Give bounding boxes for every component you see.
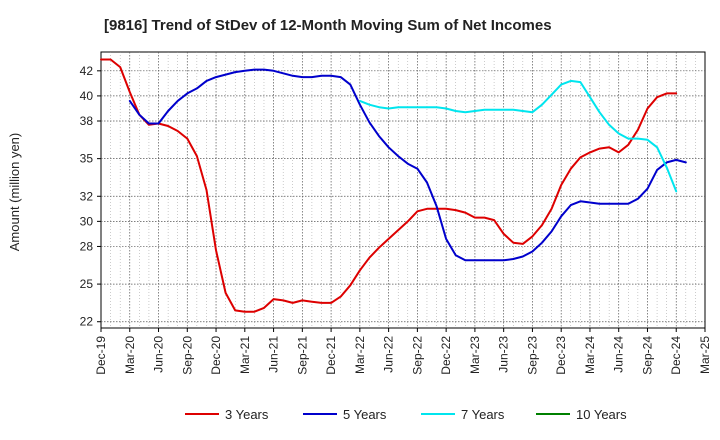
legend: 3 Years 5 Years 7 Years 10 Years <box>185 407 627 422</box>
y-tick-label: 22 <box>80 315 94 329</box>
legend-label-3-years: 3 Years <box>225 407 269 422</box>
y-tick-label: 28 <box>80 239 94 253</box>
x-tick-label: Mar-24 <box>583 336 597 374</box>
x-tick-label: Mar-25 <box>698 336 712 374</box>
x-tick-label: Mar-22 <box>353 336 367 374</box>
legend-label-5-years: 5 Years <box>343 407 387 422</box>
y-tick-label: 35 <box>80 152 94 166</box>
series-line-3-years <box>100 58 678 313</box>
y-tick-label: 30 <box>80 214 94 228</box>
y-tick-label: 25 <box>80 277 94 291</box>
series-line-5-years <box>128 68 687 262</box>
x-axis: Dec-19 Mar-20 Jun-20 Sep-20 Dec-20 Mar-21 Jun-… <box>94 328 712 375</box>
x-tick-label: Mar-21 <box>238 336 252 374</box>
chart-title: [9816] Trend of StDev of 12-Month Moving… <box>104 17 552 34</box>
x-tick-label: Dec-20 <box>209 336 223 375</box>
y-tick-label: 42 <box>80 64 94 78</box>
x-tick-label: Sep-21 <box>295 336 309 375</box>
x-tick-label: Sep-22 <box>410 336 424 375</box>
x-tick-label: Sep-24 <box>640 336 654 375</box>
x-tick-label: Jun-20 <box>152 336 166 373</box>
x-tick-label: Jun-24 <box>612 336 626 373</box>
y-tick-label: 32 <box>80 189 94 203</box>
x-tick-label: Dec-24 <box>669 336 683 375</box>
x-tick-label: Mar-23 <box>468 336 482 374</box>
x-tick-label: Jun-23 <box>497 336 511 373</box>
y-axis: 22 25 28 30 32 35 38 40 42 <box>80 64 101 329</box>
plot-area <box>100 51 706 329</box>
x-tick-label: Jun-22 <box>382 336 396 373</box>
legend-label-7-years: 7 Years <box>461 407 505 422</box>
y-tick-label: 38 <box>80 114 94 128</box>
plot-frame <box>100 51 706 329</box>
series-layer <box>100 58 687 313</box>
x-tick-label: Jun-21 <box>267 336 281 373</box>
legend-label-10-years: 10 Years <box>576 407 627 422</box>
x-tick-label: Mar-20 <box>123 336 137 374</box>
x-tick-label: Dec-22 <box>439 336 453 375</box>
x-tick-label: Dec-21 <box>324 336 338 375</box>
y-axis-title: Amount (million yen) <box>7 133 22 252</box>
x-tick-label: Dec-23 <box>554 336 568 375</box>
y-tick-label: 40 <box>80 89 94 103</box>
x-tick-label: Sep-20 <box>180 336 194 375</box>
series-line-7-years <box>358 79 678 193</box>
x-tick-label: Dec-19 <box>94 336 108 375</box>
x-tick-label: Sep-23 <box>525 336 539 375</box>
